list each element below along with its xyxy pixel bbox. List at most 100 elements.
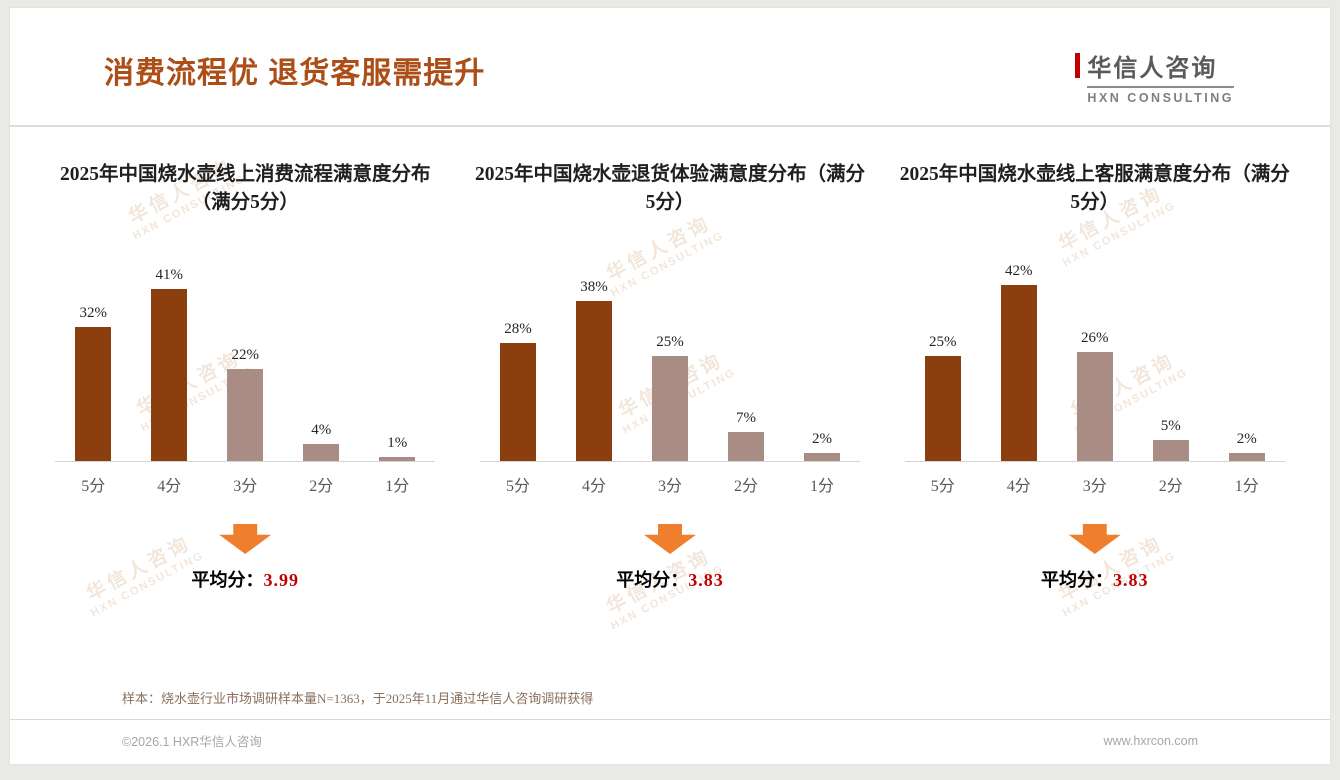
bar: [1152, 440, 1189, 461]
average-label: 平均分：: [1041, 570, 1114, 590]
bar-group: 26%: [1057, 330, 1133, 461]
bar: [728, 431, 764, 461]
header-divider: [10, 125, 1330, 127]
bar-value-label: 7%: [736, 409, 756, 426]
x-axis-label: 4分: [581, 478, 606, 495]
x-axis-label: 3分: [657, 478, 682, 495]
logo-en-text: HXN CONSULTING: [1087, 86, 1234, 105]
down-arrow-icon: [1068, 524, 1121, 554]
bar: [379, 456, 416, 461]
x-axis-label: 5分: [930, 478, 955, 495]
bar-value-label: 5%: [1160, 418, 1181, 434]
down-arrow-icon: [219, 524, 272, 554]
bar-value-label: 2%: [1236, 430, 1257, 447]
bar-value-label: 28%: [504, 321, 532, 338]
bar: [227, 368, 264, 461]
bar-value-label: 4%: [311, 422, 332, 439]
x-axis-label: 5分: [505, 478, 530, 495]
bar: [151, 288, 188, 461]
bar-value-label: 26%: [1081, 329, 1109, 346]
x-axis-label: 1分: [809, 478, 834, 495]
bar-group: 32%: [55, 305, 131, 461]
bar: [804, 452, 840, 461]
x-axis-label: 3分: [1082, 478, 1107, 495]
x-axis-label: 4分: [1006, 478, 1031, 495]
logo-cn-text: 华信人咨询: [1087, 55, 1218, 82]
bar-value-label: 2%: [812, 430, 832, 447]
chart-plot-area: 28% 38% 25% 7% 2%: [480, 219, 860, 462]
bar: [1000, 284, 1037, 461]
bar-group: 22%: [207, 347, 283, 461]
chart-1: 2025年中国烧水壶线上消费流程满意度分布（满分5分） 32% 41% 22% 4% 1%…: [36, 161, 454, 592]
footnote: 样本：烧水壶行业市场调研样本量N=1363，于2025年11月通过华信人咨询调研…: [122, 691, 594, 706]
x-axis-label: 2分: [1158, 478, 1183, 495]
chart-3: 2025年中国烧水壶线上客服满意度分布（满分5分） 25% 42% 26% 5% 2% 5分…: [886, 161, 1304, 592]
footer: ©2026.1 HXR华信人咨询 www.hxrcon.com: [10, 720, 1330, 764]
footer-divider: [10, 719, 1330, 720]
bar: [576, 301, 612, 461]
bar: [1228, 452, 1265, 461]
bar-group: 4%: [283, 422, 359, 461]
x-axis-label: 1分: [385, 478, 410, 495]
average-score: 平均分：3.83: [616, 566, 724, 592]
down-arrow-icon: [644, 524, 696, 554]
slide: 华信人咨询 HXN CONSULTING 华信人咨询 HXN CONSULTING 华信…: [10, 8, 1330, 764]
bar: [75, 326, 112, 461]
average-value: 3.83: [1113, 570, 1149, 590]
x-axis-label: 2分: [309, 478, 334, 495]
header: 消费流程优 退货客服需提升 华信人咨询 HXN CONSULTING: [10, 8, 1330, 105]
bar-value-label: 38%: [580, 279, 608, 296]
logo-top: 华信人咨询: [1075, 48, 1217, 83]
x-axis-label: 5分: [81, 478, 106, 495]
x-axis-label: 1分: [1234, 478, 1259, 495]
chart-title: 2025年中国烧水壶线上消费流程满意度分布（满分5分）: [59, 164, 431, 214]
average-value: 3.99: [263, 570, 299, 590]
bar-group: 2%: [1209, 431, 1285, 461]
average-label: 平均分：: [616, 570, 689, 590]
bar-value-label: 1%: [387, 434, 408, 451]
footer-url[interactable]: www.hxrcon.com: [1103, 733, 1198, 748]
logo-mark-icon: [1075, 53, 1081, 78]
bar: [303, 444, 340, 461]
bar-value-label: 42%: [1005, 262, 1033, 279]
page-title: 消费流程优 退货客服需提升: [104, 57, 486, 90]
bar-value-label: 25%: [656, 334, 684, 350]
bar-value-label: 22%: [231, 346, 259, 363]
average-label: 平均分：: [191, 570, 264, 590]
x-axis: 5分 4分 3分 2分 1分: [55, 472, 435, 496]
x-axis-label: 3分: [233, 478, 258, 495]
bar-value-label: 41%: [155, 266, 183, 283]
x-axis: 5分 4分 3分 2分 1分: [480, 472, 860, 496]
bar: [652, 356, 688, 461]
bar-value-label: 25%: [929, 334, 957, 350]
bar-group: 7%: [708, 410, 784, 461]
bar: [500, 343, 536, 461]
chart-plot-area: 32% 41% 22% 4% 1%: [55, 219, 436, 462]
x-axis: 5分 4分 3分 2分 1分: [905, 472, 1285, 496]
bar-group: 2%: [784, 431, 860, 461]
x-axis-label: 4分: [157, 478, 182, 495]
average-value: 3.83: [688, 570, 724, 590]
bar-group: 25%: [905, 334, 981, 461]
chart-plot-area: 25% 42% 26% 5% 2%: [904, 219, 1285, 462]
bar-group: 28%: [480, 321, 556, 461]
bar-group: 42%: [981, 263, 1057, 461]
bar-group: 25%: [632, 334, 708, 461]
bar-group: 38%: [556, 279, 632, 461]
bar-group: 41%: [131, 267, 207, 461]
bar-value-label: 32%: [79, 304, 107, 321]
chart-title: 2025年中国烧水壶退货体验满意度分布（满分5分）: [474, 164, 865, 214]
charts-row: 2025年中国烧水壶线上消费流程满意度分布（满分5分） 32% 41% 22% 4% 1%…: [10, 127, 1330, 592]
chart-2: 2025年中国烧水壶退货体验满意度分布（满分5分） 28% 38% 25% 7% 2% 5分…: [461, 161, 879, 592]
bar-group: 1%: [359, 435, 435, 461]
average-score: 平均分：3.99: [191, 566, 299, 592]
chart-title: 2025年中国烧水壶线上客服满意度分布（满分5分）: [899, 164, 1290, 214]
footer-copyright: ©2026.1 HXR华信人咨询: [122, 735, 262, 749]
bar: [1076, 351, 1113, 461]
bar-group: 5%: [1133, 418, 1209, 461]
company-logo: 华信人咨询 HXN CONSULTING: [1075, 48, 1234, 105]
bar: [924, 356, 961, 461]
average-score: 平均分：3.83: [1041, 566, 1149, 592]
x-axis-label: 2分: [733, 478, 758, 495]
